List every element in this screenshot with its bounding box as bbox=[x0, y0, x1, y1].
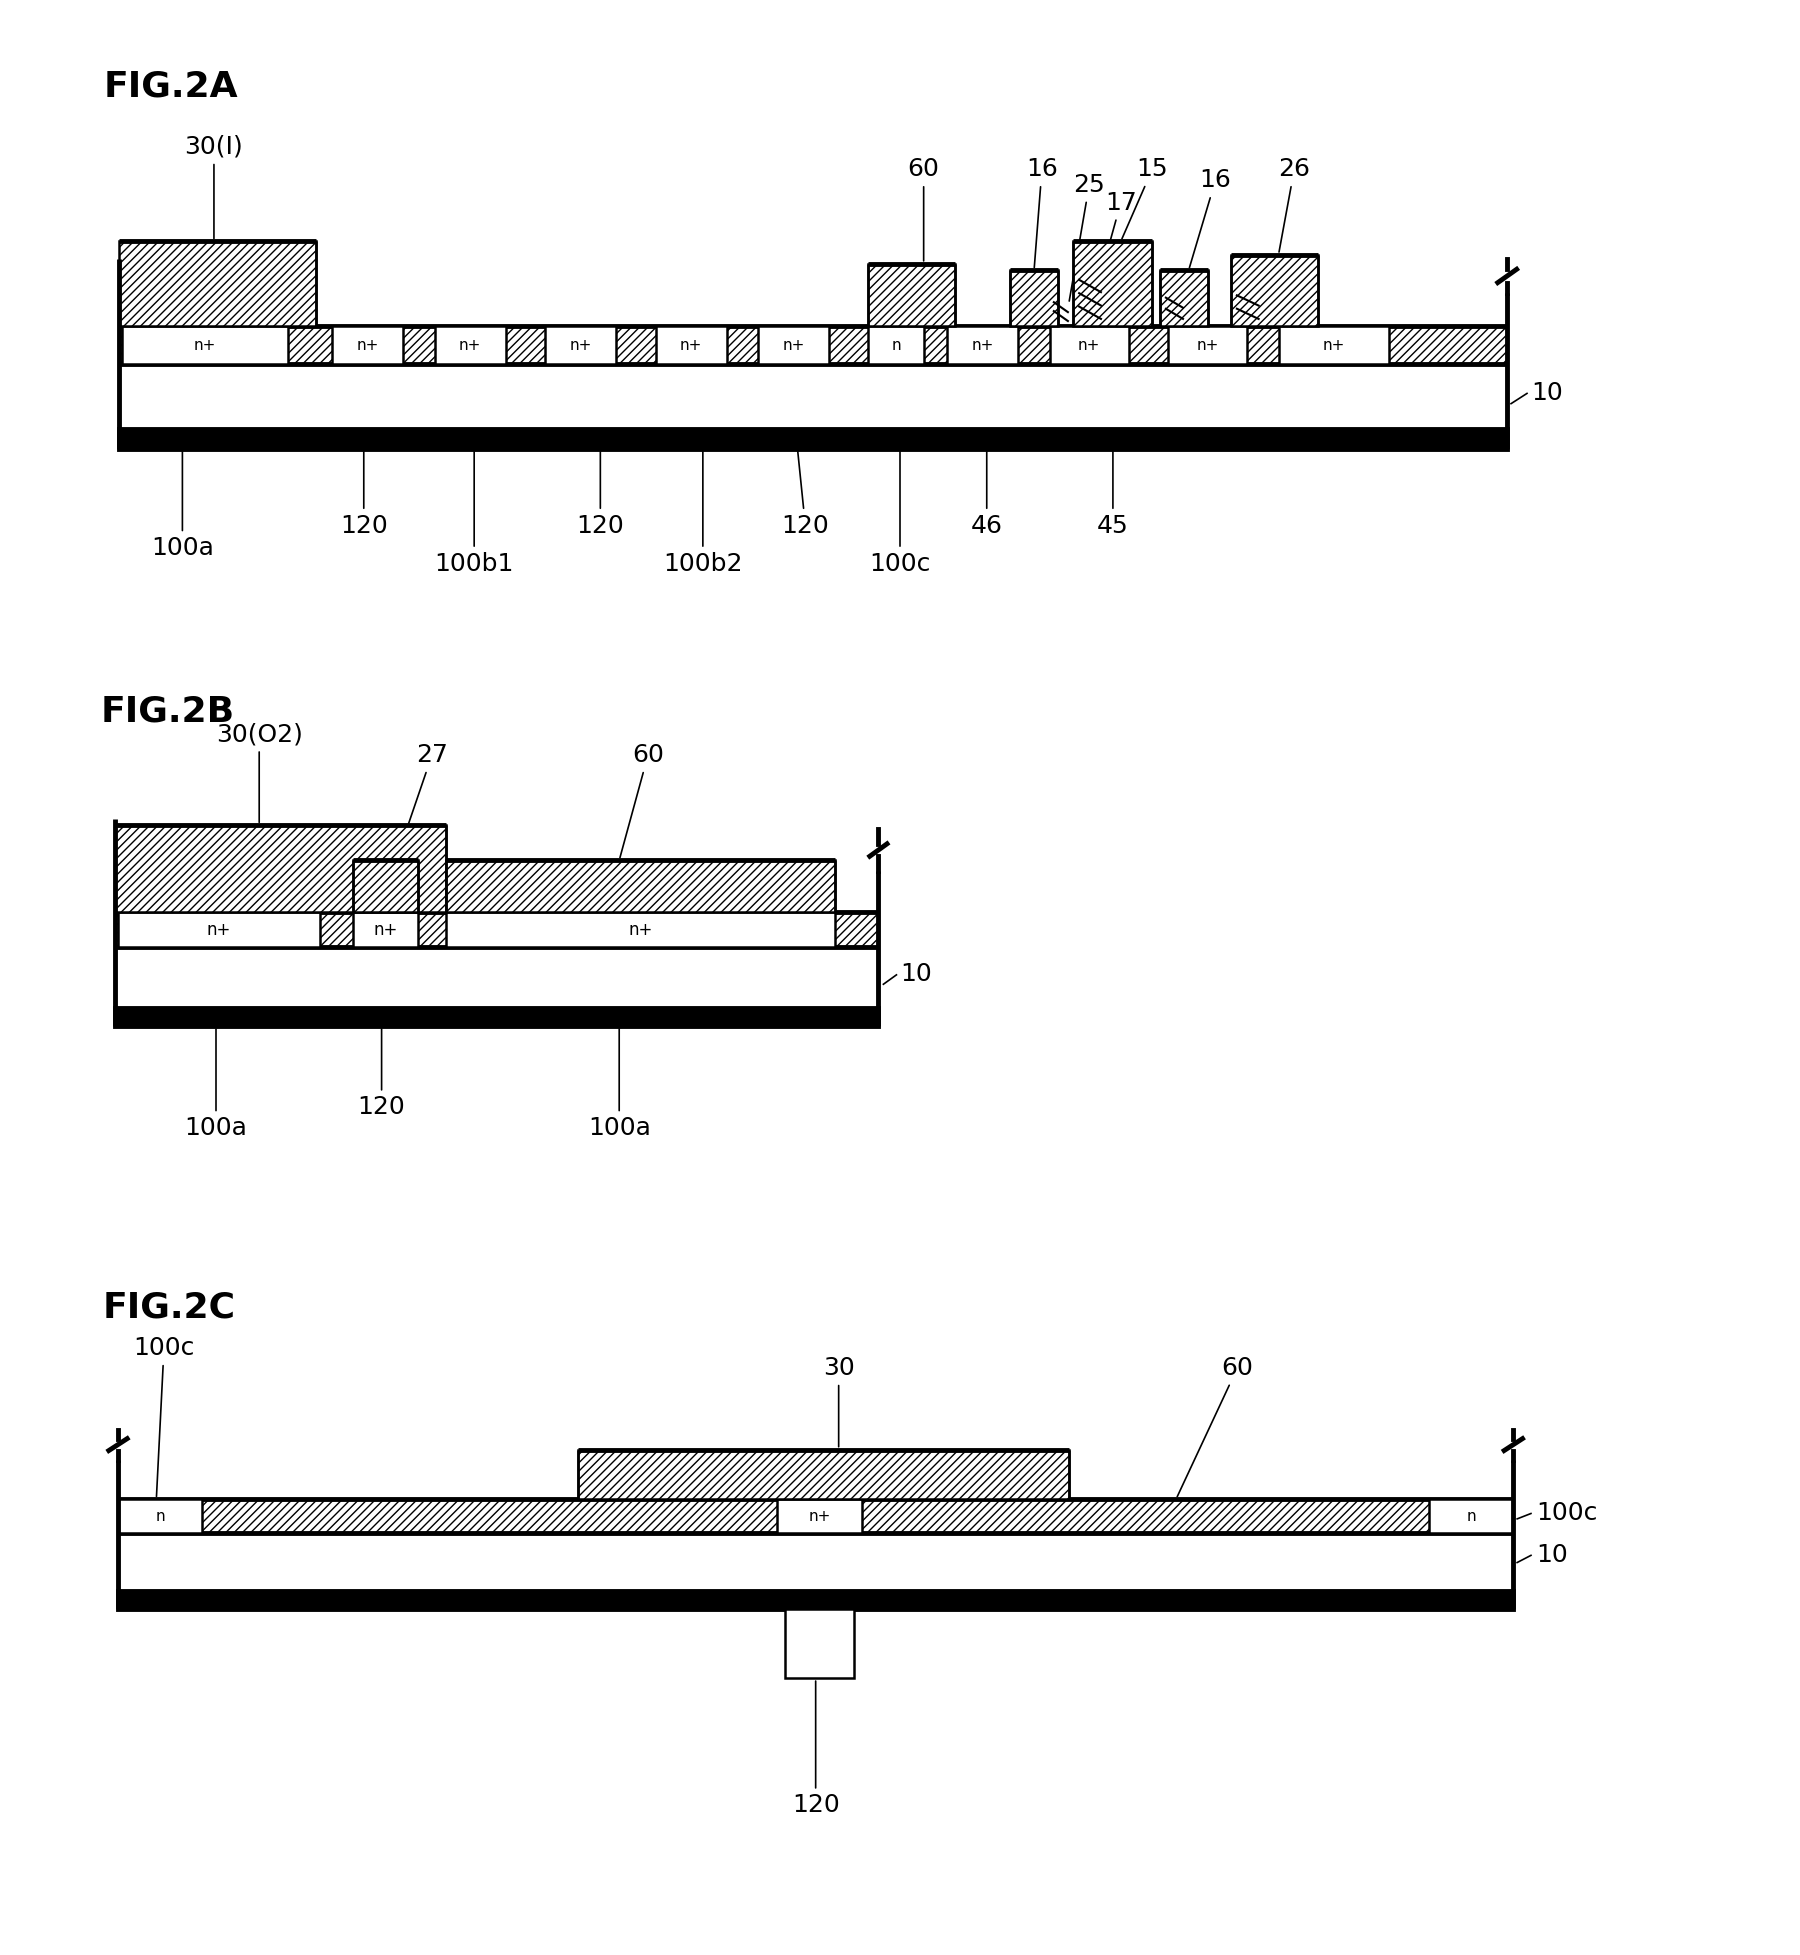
Text: 120: 120 bbox=[340, 452, 387, 538]
Bar bbox=[1278, 326, 1390, 364]
Bar bbox=[115, 825, 446, 913]
Bar bbox=[1168, 326, 1247, 364]
Text: 100a: 100a bbox=[151, 452, 214, 559]
Bar bbox=[545, 326, 616, 364]
Bar bbox=[1010, 270, 1058, 326]
Text: 120: 120 bbox=[576, 452, 625, 538]
Bar bbox=[1161, 270, 1208, 326]
Text: n+: n+ bbox=[373, 921, 398, 938]
Text: FIG.2A: FIG.2A bbox=[104, 70, 238, 104]
Bar bbox=[785, 1609, 853, 1677]
Bar bbox=[333, 326, 403, 364]
Text: n+: n+ bbox=[628, 921, 653, 938]
Text: 100c: 100c bbox=[869, 452, 931, 575]
Bar bbox=[1231, 254, 1318, 326]
Text: n+: n+ bbox=[1197, 338, 1219, 352]
Text: 10: 10 bbox=[1530, 381, 1562, 405]
Bar bbox=[446, 913, 835, 948]
Bar bbox=[446, 860, 835, 913]
Bar bbox=[578, 1449, 1069, 1499]
Text: 17: 17 bbox=[1094, 192, 1136, 297]
Text: FIG.2B: FIG.2B bbox=[101, 694, 236, 729]
Text: n: n bbox=[1467, 1509, 1476, 1523]
Bar bbox=[119, 326, 1507, 364]
Text: n+: n+ bbox=[1078, 338, 1100, 352]
Text: n+: n+ bbox=[356, 338, 380, 352]
Bar bbox=[119, 1499, 1514, 1533]
Text: 30(O2): 30(O2) bbox=[216, 723, 302, 823]
Text: n: n bbox=[891, 338, 900, 352]
Text: 100b2: 100b2 bbox=[662, 452, 743, 575]
Text: n+: n+ bbox=[680, 338, 702, 352]
Text: n+: n+ bbox=[808, 1509, 830, 1523]
Text: n+: n+ bbox=[459, 338, 481, 352]
Text: 25: 25 bbox=[1069, 172, 1105, 301]
Bar bbox=[947, 326, 1019, 364]
Bar bbox=[868, 326, 923, 364]
Text: n: n bbox=[155, 1509, 166, 1523]
Text: 16: 16 bbox=[1190, 168, 1231, 268]
Text: 120: 120 bbox=[781, 452, 830, 538]
Bar bbox=[119, 428, 1507, 450]
Bar bbox=[119, 913, 320, 948]
Text: 60: 60 bbox=[1177, 1357, 1253, 1498]
Text: n+: n+ bbox=[207, 921, 230, 938]
Text: 46: 46 bbox=[970, 452, 1003, 538]
Text: 26: 26 bbox=[1278, 156, 1310, 252]
Text: 120: 120 bbox=[358, 1028, 405, 1120]
Text: FIG.2C: FIG.2C bbox=[103, 1290, 236, 1324]
Bar bbox=[1049, 326, 1129, 364]
Bar bbox=[119, 1591, 1514, 1609]
Text: 100c: 100c bbox=[1537, 1501, 1598, 1525]
Bar bbox=[122, 326, 288, 364]
Text: 27: 27 bbox=[396, 743, 448, 858]
Text: 10: 10 bbox=[900, 962, 932, 987]
Text: n+: n+ bbox=[972, 338, 994, 352]
Text: 60: 60 bbox=[907, 156, 940, 260]
Text: 30(I): 30(I) bbox=[185, 135, 243, 239]
Bar bbox=[778, 1499, 862, 1533]
Text: 45: 45 bbox=[1096, 452, 1129, 538]
Text: 60: 60 bbox=[619, 743, 664, 858]
Bar bbox=[119, 240, 317, 326]
Text: n+: n+ bbox=[569, 338, 592, 352]
Bar bbox=[353, 913, 418, 948]
Bar bbox=[655, 326, 727, 364]
Text: 16: 16 bbox=[1026, 156, 1058, 268]
Text: 10: 10 bbox=[1537, 1542, 1568, 1568]
Text: 100c: 100c bbox=[133, 1335, 194, 1496]
Bar bbox=[115, 1007, 878, 1026]
Text: 100a: 100a bbox=[185, 1028, 247, 1140]
Text: 15: 15 bbox=[1121, 156, 1168, 239]
Text: n+: n+ bbox=[783, 338, 805, 352]
Text: 30: 30 bbox=[823, 1357, 855, 1447]
Bar bbox=[119, 1499, 202, 1533]
Text: 120: 120 bbox=[792, 1681, 839, 1818]
Text: n+: n+ bbox=[194, 338, 216, 352]
Text: 100a: 100a bbox=[589, 1028, 650, 1140]
Bar bbox=[868, 264, 956, 326]
Bar bbox=[1073, 240, 1152, 326]
Bar bbox=[115, 913, 878, 948]
Bar bbox=[353, 860, 418, 913]
Text: n+: n+ bbox=[1323, 338, 1345, 352]
Bar bbox=[758, 326, 830, 364]
Text: 100b1: 100b1 bbox=[434, 452, 513, 575]
Bar bbox=[1429, 1499, 1514, 1533]
Bar bbox=[436, 326, 506, 364]
